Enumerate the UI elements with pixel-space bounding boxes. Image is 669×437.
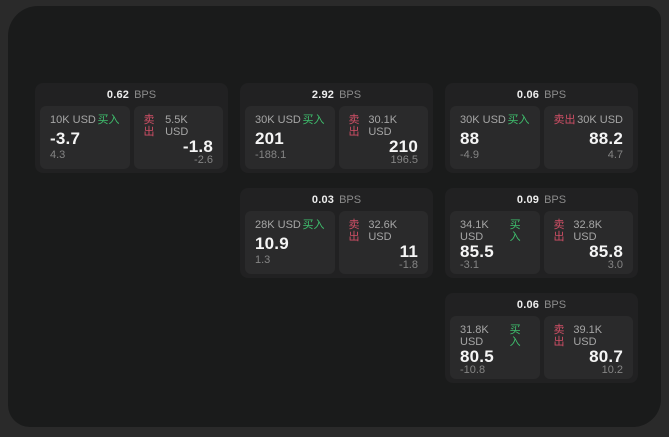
bps-header: 0.62 BPS: [35, 83, 228, 106]
buy-button[interactable]: 买入: [507, 114, 530, 126]
sell-amount: 30K USD: [577, 114, 623, 126]
buy-price: 85.5: [460, 242, 494, 262]
sell-button[interactable]: 卖出: [553, 324, 565, 349]
buy-price: 80.5: [460, 347, 494, 367]
buy-amount: 28K USD: [255, 219, 301, 231]
bps-header: 0.03 BPS: [240, 188, 433, 211]
buy-change: 4.3: [50, 149, 66, 161]
quote-card: 0.62 BPS 10K USD 买入 -3.7 4.3 卖出 5.5K USD…: [35, 83, 228, 173]
buy-amount: 10K USD: [50, 114, 96, 126]
sell-price: 88.2: [589, 128, 623, 148]
sell-amount: 32.6K USD: [368, 219, 398, 244]
sell-tile[interactable]: 卖出 30K USD 88.2 4.7: [543, 106, 633, 169]
bps-header: 0.09 BPS: [445, 188, 638, 211]
quote-card: 0.03 BPS 28K USD 买入 10.9 1.3 卖出 32.6K US…: [240, 188, 433, 278]
bps-value: 0.62: [106, 88, 130, 101]
buy-amount: 31.8K USD: [460, 324, 489, 349]
buy-change: -10.8: [460, 364, 486, 377]
sell-amount: 30.1K USD: [368, 114, 398, 139]
sell-button[interactable]: 卖出: [143, 114, 155, 139]
sell-change: 3.0: [607, 259, 623, 272]
sell-tile[interactable]: 卖出 32.8K USD 85.8 3.0: [543, 211, 633, 274]
buy-change: 1.3: [255, 254, 271, 266]
sell-button[interactable]: 卖出: [348, 219, 360, 244]
buy-button[interactable]: 买入: [302, 219, 325, 231]
buy-button[interactable]: 买入: [509, 219, 521, 244]
sell-button[interactable]: 卖出: [348, 114, 360, 139]
sell-amount: 32.8K USD: [573, 219, 603, 244]
buy-change: -188.1: [255, 149, 287, 161]
bps-unit-label: BPS: [544, 193, 567, 206]
buy-change: -4.9: [460, 149, 479, 161]
bps-value: 0.03: [311, 193, 335, 206]
sell-price: -1.8: [182, 137, 213, 157]
buy-tile[interactable]: 28K USD 买入 10.9 1.3: [245, 211, 335, 274]
sell-change: 196.5: [390, 154, 418, 167]
bps-value: 0.09: [516, 193, 540, 206]
bps-header: 0.06 BPS: [445, 83, 638, 106]
bps-unit-label: BPS: [339, 193, 362, 206]
buy-amount: 30K USD: [460, 114, 506, 126]
bps-unit-label: BPS: [134, 88, 157, 101]
buy-tile[interactable]: 30K USD 买入 201 -188.1: [245, 106, 335, 169]
bps-unit-label: BPS: [339, 88, 362, 101]
buy-tile[interactable]: 34.1K USD 买入 85.5 -3.1: [450, 211, 540, 274]
buy-price: -3.7: [50, 128, 81, 148]
sell-change: -2.6: [194, 154, 213, 167]
sell-amount: 39.1K USD: [573, 324, 603, 349]
bps-value: 0.06: [516, 298, 540, 311]
sell-price: 80.7: [589, 347, 623, 367]
bps-value: 0.06: [516, 88, 540, 101]
buy-change: -3.1: [460, 259, 479, 272]
bps-value: 2.92: [311, 88, 335, 101]
sell-button[interactable]: 卖出: [553, 114, 576, 126]
quote-card: 2.92 BPS 30K USD 买入 201 -188.1 卖出 30.1K …: [240, 83, 433, 173]
sell-price: 210: [389, 137, 418, 157]
buy-tile[interactable]: 31.8K USD 买入 80.5 -10.8: [450, 316, 540, 379]
quote-card: 0.06 BPS 31.8K USD 买入 80.5 -10.8 卖出 39.1…: [445, 293, 638, 383]
buy-button[interactable]: 买入: [97, 114, 120, 126]
sell-price: 85.8: [589, 242, 623, 262]
buy-price: 10.9: [255, 233, 289, 253]
bps-header: 0.06 BPS: [445, 293, 638, 316]
sell-change: 10.2: [601, 364, 623, 377]
buy-price: 88: [460, 128, 480, 148]
sell-button[interactable]: 卖出: [553, 219, 565, 244]
buy-price: 201: [255, 128, 284, 148]
buy-button[interactable]: 买入: [302, 114, 325, 126]
quote-card: 0.06 BPS 30K USD 买入 88 -4.9 卖出 30K USD 8…: [445, 83, 638, 173]
buy-button[interactable]: 买入: [509, 324, 521, 349]
sell-tile[interactable]: 卖出 39.1K USD 80.7 10.2: [543, 316, 633, 379]
sell-amount: 5.5K USD: [165, 114, 189, 139]
sell-tile[interactable]: 卖出 30.1K USD 210 196.5: [338, 106, 428, 169]
sell-tile[interactable]: 卖出 5.5K USD -1.8 -2.6: [133, 106, 223, 169]
quote-card: 0.09 BPS 34.1K USD 买入 85.5 -3.1 卖出 32.8K…: [445, 188, 638, 278]
sell-change: -1.8: [399, 259, 418, 272]
bps-header: 2.92 BPS: [240, 83, 433, 106]
bps-unit-label: BPS: [544, 298, 567, 311]
sell-change: 4.7: [607, 149, 623, 161]
sell-price: 11: [399, 242, 418, 262]
sell-tile[interactable]: 卖出 32.6K USD 11 -1.8: [338, 211, 428, 274]
buy-tile[interactable]: 30K USD 买入 88 -4.9: [450, 106, 540, 169]
buy-amount: 30K USD: [255, 114, 301, 126]
buy-amount: 34.1K USD: [460, 219, 489, 244]
buy-tile[interactable]: 10K USD 买入 -3.7 4.3: [40, 106, 130, 169]
bps-unit-label: BPS: [544, 88, 567, 101]
